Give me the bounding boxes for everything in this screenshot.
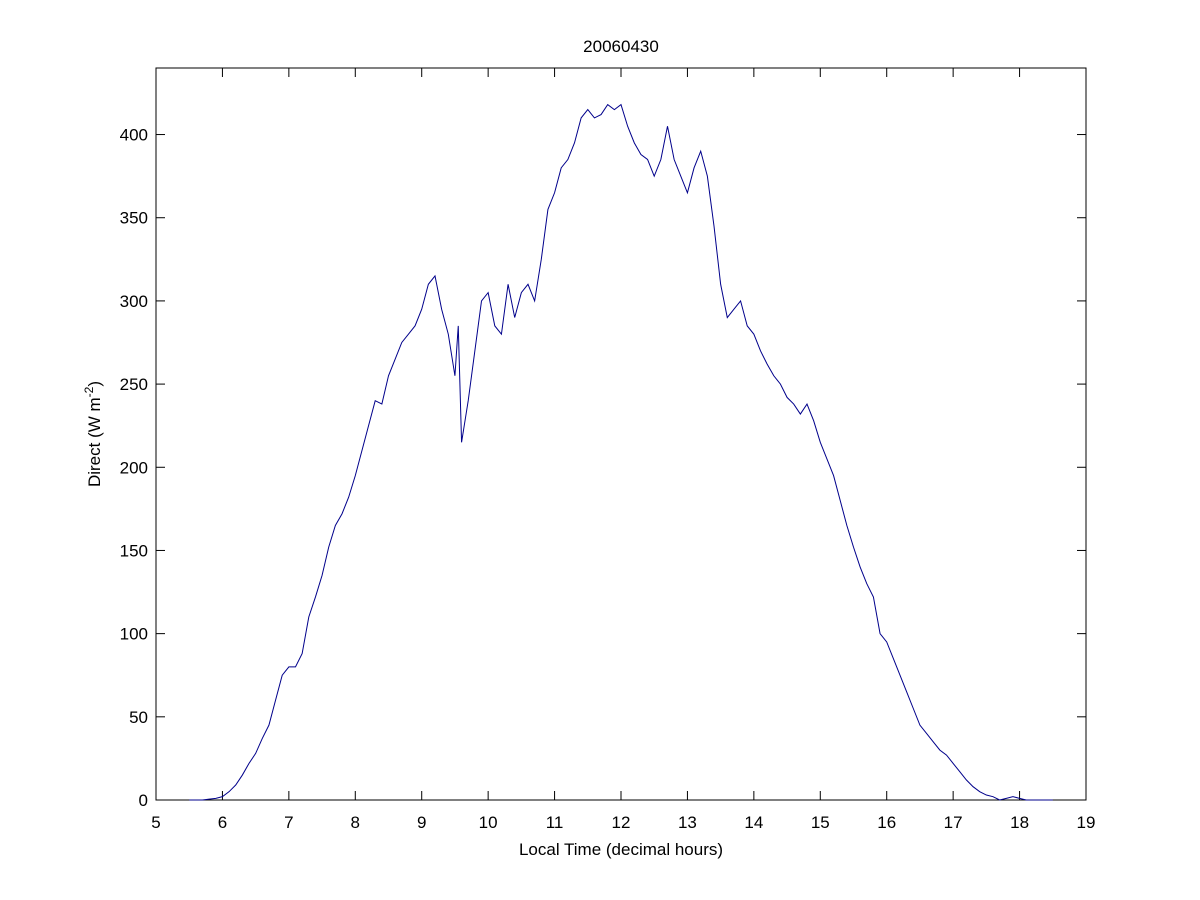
x-tick-label: 18 xyxy=(1010,813,1029,832)
y-tick-label: 350 xyxy=(120,209,148,228)
y-tick-label: 250 xyxy=(120,375,148,394)
x-tick-label: 11 xyxy=(546,813,564,832)
plot-box xyxy=(155,67,1087,801)
x-tick-label: 16 xyxy=(877,813,896,832)
y-tick-label: 100 xyxy=(120,625,148,644)
y-tick-label: 0 xyxy=(139,791,148,810)
x-tick-label: 14 xyxy=(744,813,763,832)
y-label-main: Direct (W m xyxy=(85,397,104,487)
y-tick-label: 50 xyxy=(129,708,148,727)
x-tick-label: 8 xyxy=(351,813,360,832)
x-tick-label: 12 xyxy=(612,813,631,832)
y-tick-label: 400 xyxy=(120,126,148,145)
x-tick-label: 19 xyxy=(1077,813,1096,832)
chart-title: 20060430 xyxy=(583,37,659,56)
x-tick-label: 10 xyxy=(479,813,498,832)
y-tick-label: 200 xyxy=(120,458,148,477)
x-tick-label: 6 xyxy=(218,813,227,832)
x-tick-label: 13 xyxy=(678,813,697,832)
y-axis-label: Direct (W m-2) xyxy=(82,381,104,487)
y-label-end: ) xyxy=(85,381,104,387)
x-tick-label: 17 xyxy=(944,813,963,832)
y-tick-label: 300 xyxy=(120,292,148,311)
x-tick-label: 5 xyxy=(151,813,160,832)
x-tick-label: 15 xyxy=(811,813,830,832)
y-tick-label: 150 xyxy=(120,541,148,560)
y-label-sup: -2 xyxy=(82,386,96,397)
data-line xyxy=(189,103,1053,801)
x-axis-label: Local Time (decimal hours) xyxy=(519,840,723,859)
x-tick-label: 7 xyxy=(284,813,293,832)
x-tick-label: 9 xyxy=(417,813,426,832)
